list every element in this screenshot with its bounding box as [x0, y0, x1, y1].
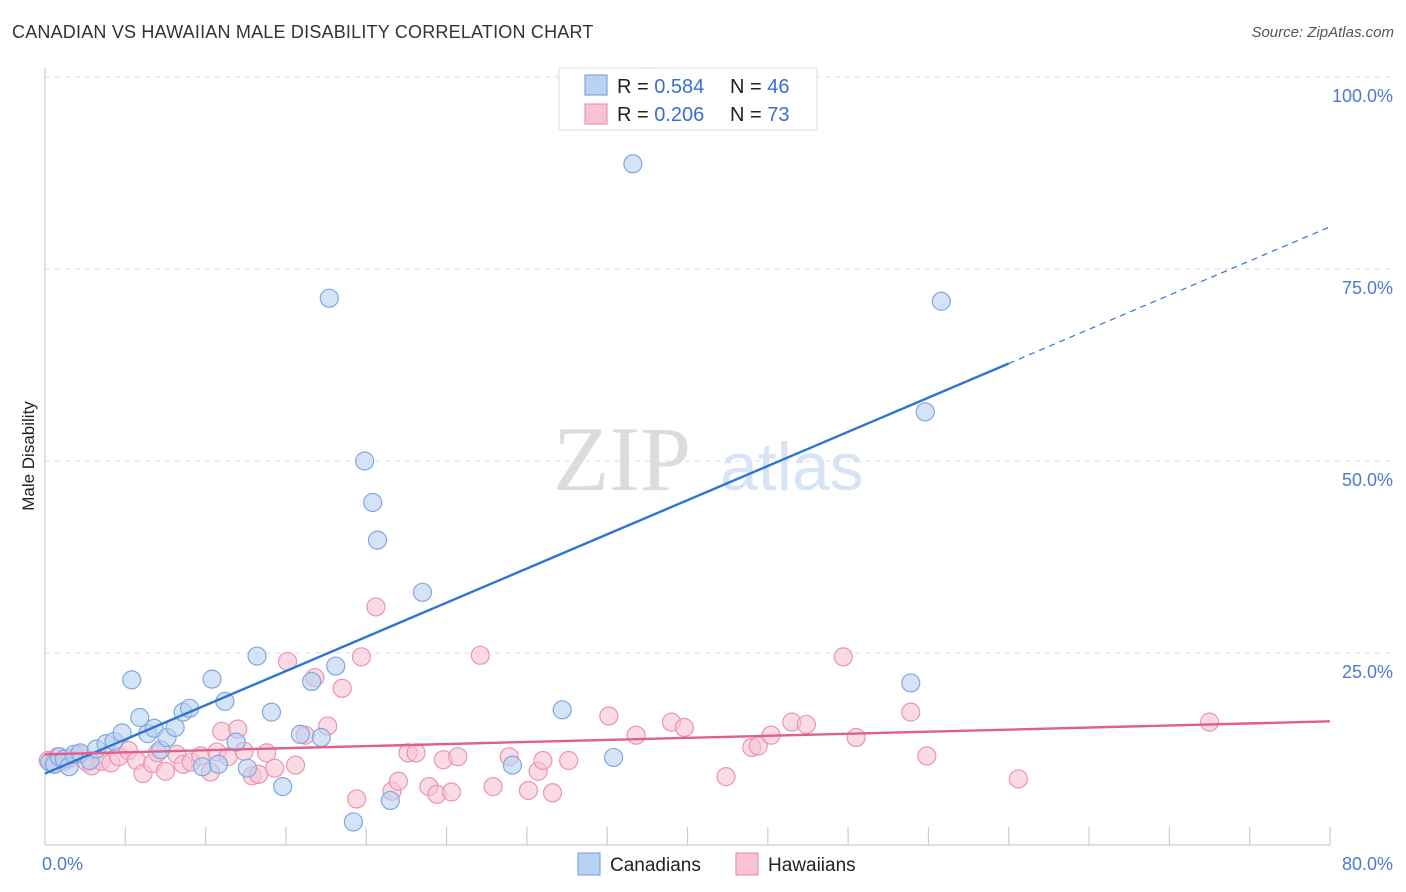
canadians-point-27 — [247, 646, 267, 666]
hawaiians-point-71 — [1008, 769, 1028, 789]
legend-n-value-hawaiians: 73 — [767, 104, 789, 126]
canadians-point-34 — [326, 656, 346, 676]
canadians-point-31 — [302, 671, 322, 692]
hawaiians-point-68 — [846, 727, 866, 748]
hawaiians-point-57 — [599, 706, 619, 726]
hawaiians-point-52 — [518, 780, 539, 801]
hawaiians-point-37 — [347, 789, 367, 809]
hawaiians-point-67 — [833, 647, 853, 667]
legend-swatch-canadians — [584, 74, 608, 96]
canadians-point-22 — [202, 669, 222, 689]
legend-r-value-canadians: 0.584 — [654, 76, 704, 98]
y-axis-label: Male Disability — [19, 401, 38, 511]
bottom-legend-label-hawaiians: Hawaiians — [768, 855, 856, 876]
canadians-point-29 — [273, 777, 293, 797]
y-tick-label-25: 25.0% — [1342, 662, 1393, 682]
svg-text:N = 73: N = 73 — [730, 104, 790, 126]
canadians-point-36 — [355, 451, 375, 471]
watermark-zip: ZIP — [553, 408, 691, 510]
hawaiians-point-47 — [441, 782, 461, 802]
canadians-point-37 — [363, 492, 383, 513]
hawaiians-point-16 — [155, 761, 176, 781]
canadians-point-33 — [311, 727, 331, 748]
legend-n-label-hawaiians: N = — [730, 104, 767, 126]
canadians-point-23 — [208, 754, 229, 774]
hawaiians-point-39 — [366, 597, 386, 617]
hawaiians-point-32 — [285, 755, 306, 775]
svg-text:R = 0.584: R = 0.584 — [617, 76, 704, 98]
legend-r-label-canadians: R = — [617, 76, 654, 98]
hawaiians-point-49 — [470, 645, 490, 665]
canadians-point-46 — [931, 291, 951, 311]
hawaiians-point-70 — [917, 746, 937, 766]
hawaiians-point-36 — [332, 678, 352, 698]
canadians-point-26 — [237, 758, 257, 778]
hawaiians-point-66 — [796, 714, 816, 735]
canadians-point-21 — [192, 757, 213, 777]
y-tick-label-50: 50.0% — [1342, 470, 1393, 490]
gridlines — [45, 76, 1395, 654]
canadians-point-42 — [552, 700, 572, 720]
canadians-point-47 — [901, 673, 921, 693]
chart-source: Source: ZipAtlas.com — [1251, 24, 1394, 41]
hawaiians-point-72 — [1199, 712, 1220, 732]
legend-n-value-canadians: 46 — [767, 76, 789, 98]
bottom-legend-swatch-hawaiians — [735, 852, 759, 876]
legend-n-label-canadians: N = — [730, 76, 767, 98]
canadians-point-12 — [122, 670, 142, 690]
svg-text:R = 0.206: R = 0.206 — [617, 104, 704, 126]
canadians-point-25 — [226, 732, 246, 752]
legend-swatch-hawaiians — [584, 103, 608, 125]
bottom-legend-swatch-canadians — [577, 852, 601, 876]
hawaiians-point-60 — [674, 717, 694, 738]
x-tick-label-max: 80.0% — [1342, 854, 1393, 874]
trendlines — [44, 226, 1331, 775]
hawaiians-point-38 — [351, 647, 372, 667]
x-ticks — [124, 827, 1331, 845]
hawaiians-points — [38, 597, 1220, 809]
hawaiians-point-61 — [716, 767, 736, 787]
canadians-point-41 — [502, 755, 523, 775]
canadians-point-32 — [319, 288, 339, 308]
series-legend: Canadians Hawaiians — [577, 852, 856, 876]
canadians-point-28 — [261, 702, 282, 722]
hawaiians-point-56 — [559, 750, 579, 771]
watermark-atlas: atlas — [720, 429, 864, 505]
legend-r-label-hawaiians: R = — [617, 104, 654, 126]
hawaiians-point-48 — [448, 747, 468, 767]
canadians-point-38 — [367, 530, 388, 550]
canadians-points — [40, 67, 951, 832]
chart-title: CANADIAN VS HAWAIIAN MALE DISABILITY COR… — [12, 22, 594, 42]
canadians-point-45 — [915, 402, 935, 422]
canadians-trendline-extension — [1008, 226, 1331, 365]
hawaiians-point-58 — [626, 725, 646, 745]
canadians-point-43 — [604, 747, 624, 768]
canadians-point-40 — [412, 582, 433, 602]
canadians-trendline — [44, 362, 1010, 775]
svg-text:N = 46: N = 46 — [730, 76, 790, 98]
canadians-point-39 — [380, 790, 400, 811]
bottom-legend-label-canadians: Canadians — [610, 855, 701, 876]
x-tick-label-min: 0.0% — [42, 854, 83, 874]
hawaiians-point-41 — [388, 771, 408, 791]
hawaiians-trendline — [44, 720, 1331, 756]
hawaiians-point-50 — [483, 777, 503, 797]
y-tick-label-75: 75.0% — [1342, 278, 1393, 298]
hawaiians-point-69 — [901, 702, 921, 722]
hawaiians-point-30 — [265, 758, 285, 778]
legend-r-value-hawaiians: 0.206 — [654, 104, 704, 126]
y-tick-label-100: 100.0% — [1332, 86, 1393, 106]
hawaiians-point-54 — [533, 750, 553, 771]
canadians-point-35 — [343, 812, 363, 832]
stats-legend: R = 0.584 N = 46 R = 0.206 N = 73 — [558, 67, 818, 131]
hawaiians-point-55 — [542, 783, 563, 803]
canadians-point-30 — [290, 724, 310, 745]
hawaiians-point-43 — [406, 743, 426, 763]
y-tick-labels: 100.0% 75.0% 50.0% 25.0% — [1332, 86, 1393, 682]
canadians-point-44 — [623, 154, 643, 174]
canadians-point-13 — [130, 707, 150, 728]
